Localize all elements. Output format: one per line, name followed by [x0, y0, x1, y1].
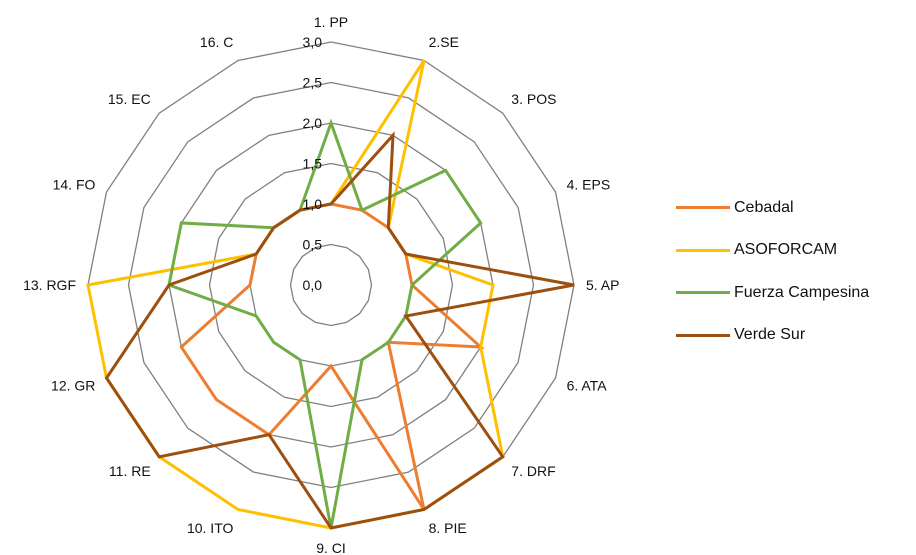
grid-ring — [289, 243, 373, 327]
category-label: 11. RE — [109, 463, 151, 479]
category-label: 16. C — [200, 34, 233, 50]
category-label: 9. CI — [316, 540, 346, 555]
category-layer: 1. PP 2.SE 3. POS 4. EPS 5. AP 6. ATA 7. DRF 8.… — [23, 14, 619, 555]
tick-layer: 0,0 0,5 1,0 1,5 2,0 2,5 3,0 — [303, 34, 323, 293]
grid-ring — [208, 162, 454, 408]
legend-item: Verde Sur — [676, 324, 869, 347]
legend-swatch — [676, 291, 730, 294]
category-label: 4. EPS — [567, 176, 611, 192]
legend-swatch — [676, 333, 730, 337]
series-line-fuerza-campesina — [167, 118, 483, 529]
category-label: 1. PP — [314, 14, 348, 30]
tick-label: 2,5 — [303, 75, 323, 91]
category-label: 10. ITO — [187, 520, 234, 536]
legend-item: Cebadal — [676, 196, 869, 219]
legend-label: Verde Sur — [734, 326, 806, 343]
tick-label: 0,5 — [303, 237, 323, 253]
category-label: 6. ATA — [567, 378, 608, 394]
series-line-verde-sur — [104, 131, 575, 530]
category-label: 5. AP — [586, 277, 619, 293]
tick-label: 1,0 — [303, 196, 323, 212]
category-label: 13. RGF — [23, 277, 76, 293]
category-label: 15. EC — [108, 91, 151, 107]
legend-label: Fuerza Campesina — [734, 283, 870, 301]
legend-item: ASOFORCAM — [676, 239, 869, 262]
tick-label: 3,0 — [303, 34, 323, 50]
grid-ring — [127, 81, 535, 489]
legend: Cebadal ASOFORCAM Fuerza Campesina Verde… — [676, 196, 869, 366]
category-label: 12. GR — [51, 378, 95, 394]
legend-item: Fuerza Campesina — [676, 281, 869, 304]
legend-label: ASOFORCAM — [734, 241, 838, 258]
category-label: 7. DRF — [511, 463, 555, 479]
series-line-cebadal — [179, 202, 485, 511]
legend-swatch — [676, 248, 730, 252]
category-label: 8. PIE — [429, 520, 467, 536]
legend-label: Cebadal — [734, 198, 794, 216]
series-layer — [86, 59, 575, 530]
category-label: 14. FO — [53, 176, 96, 192]
legend-swatch — [676, 206, 730, 209]
tick-label: 2,0 — [303, 115, 323, 131]
tick-label: 0,0 — [303, 277, 323, 293]
category-label: 3. POS — [511, 91, 556, 107]
tick-label: 1,5 — [303, 156, 323, 172]
category-label: 2.SE — [429, 34, 459, 50]
